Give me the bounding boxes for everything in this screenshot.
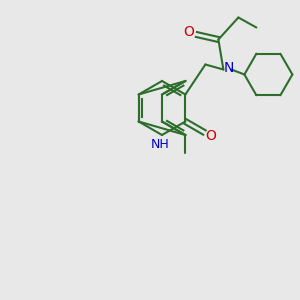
Text: O: O (205, 129, 216, 143)
Text: NH: NH (151, 139, 169, 152)
Text: O: O (183, 26, 194, 40)
Text: N: N (223, 61, 234, 74)
